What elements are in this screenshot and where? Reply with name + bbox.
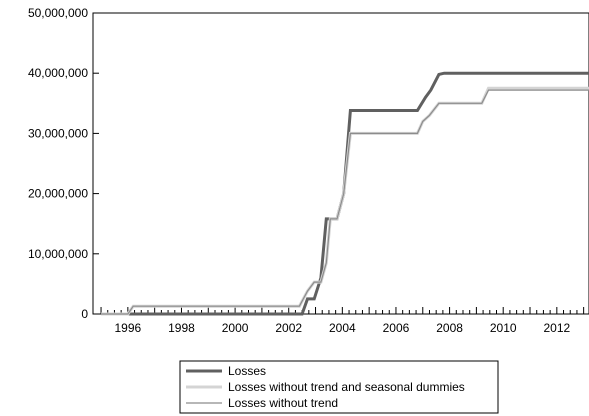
series-line-3 bbox=[101, 89, 589, 315]
x-tick-label: 1998 bbox=[168, 321, 195, 335]
x-tick-label: 2002 bbox=[275, 321, 302, 335]
y-axis: 0 10,000,000 20,000,000 30,000,000 40,000,00… bbox=[28, 6, 99, 321]
series-line-2 bbox=[101, 86, 589, 316]
x-axis: 1996 1998 2000 2002 2004 2006 2008 2010 2012 bbox=[100, 307, 585, 335]
x-tick-label: 2000 bbox=[222, 321, 249, 335]
y-tick-label: 40,000,000 bbox=[28, 66, 88, 80]
y-tick-label: 30,000,000 bbox=[28, 126, 88, 140]
x-tick-label: 2012 bbox=[543, 321, 570, 335]
plot-frame bbox=[92, 12, 589, 315]
series-layer bbox=[101, 71, 589, 316]
legend: Losses Losses without trend and seasonal … bbox=[179, 360, 499, 414]
x-tick-label: 2004 bbox=[329, 321, 356, 335]
legend-box bbox=[179, 360, 499, 414]
y-tick-label: 50,000,000 bbox=[28, 6, 88, 20]
legend-label: Losses bbox=[228, 364, 266, 378]
y-tick-label: 10,000,000 bbox=[28, 247, 88, 261]
y-tick-label: 0 bbox=[81, 307, 88, 321]
y-tick-label: 20,000,000 bbox=[28, 187, 88, 201]
x-tick-label: 2008 bbox=[436, 321, 463, 335]
legend-label: Losses without trend and seasonal dummie… bbox=[228, 380, 465, 394]
legend-label: Losses without trend bbox=[228, 396, 338, 410]
x-tick-label: 2010 bbox=[490, 321, 517, 335]
x-tick-label: 1996 bbox=[115, 321, 142, 335]
x-tick-label: 2006 bbox=[383, 321, 410, 335]
